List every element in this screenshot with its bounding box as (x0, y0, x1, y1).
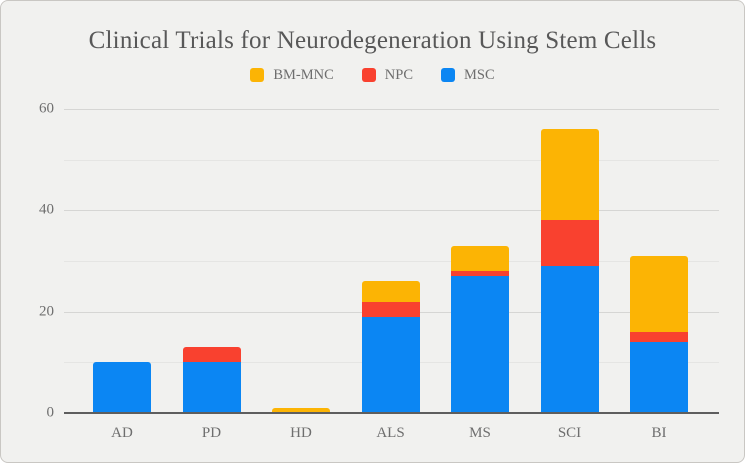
legend-label-msc: MSC (464, 66, 495, 83)
bar-segment-als-msc (361, 316, 420, 413)
bar-segment-als-npc (361, 301, 420, 317)
plot-area: 0 20 40 60 AD PD HD ALS MS SCI BI (39, 101, 719, 441)
gridline-30 (64, 261, 719, 262)
bar-segment-ms-npc (451, 271, 509, 277)
y-tick-label-40: 40 (39, 201, 54, 218)
legend-swatch-npc (361, 68, 376, 82)
x-tick-label-ad: AD (111, 425, 133, 441)
x-tick-label-hd: HD (290, 425, 312, 441)
bar-segment-pd-msc (182, 362, 241, 413)
bar-segment-bi-bm-mnc (630, 255, 688, 332)
x-tick-label-bi: BI (651, 425, 667, 441)
x-axis-line (64, 412, 719, 414)
x-tick-label-ms: MS (469, 425, 491, 441)
x-tick-label-sci: SCI (557, 425, 582, 441)
legend-item-msc: MSC (441, 67, 495, 84)
gridline-50 (64, 159, 719, 161)
legend-label-bm-mnc: BM-MNC (273, 66, 334, 83)
legend-label-npc: NPC (384, 66, 413, 83)
bar-segment-als-bm-mnc (361, 281, 420, 302)
y-tick-label-20: 20 (39, 303, 54, 320)
bar-segment-bi-npc (630, 331, 688, 343)
bar-segment-pd-npc (182, 347, 241, 363)
legend-item-bm-mnc: BM-MNC (250, 66, 334, 84)
gridline-40 (64, 210, 719, 212)
bar-segment-sci-npc (540, 220, 599, 267)
bar-segment-hd-bm-mnc (272, 407, 330, 413)
x-tick-label-als: ALS (376, 425, 405, 441)
legend-swatch-msc (441, 68, 455, 82)
chart-legend: BM-MNC NPC MSC (1, 65, 744, 85)
bar-segment-ad-msc (93, 362, 151, 413)
bar-segment-bi-msc (630, 342, 688, 413)
y-tick-label-60: 60 (39, 100, 54, 117)
bar-segment-sci-msc (540, 266, 599, 413)
bar-segment-ms-bm-mnc (451, 245, 509, 272)
bar-segment-ms-msc (451, 276, 509, 413)
legend-swatch-bm-mnc (250, 68, 265, 82)
chart-title: Clinical Trials for Neurodegeneration Us… (88, 27, 657, 54)
legend-item-npc: NPC (361, 66, 413, 84)
y-tick-label-0: 0 (46, 404, 55, 421)
x-tick-label-pd: PD (201, 425, 222, 441)
gridline-60 (64, 109, 719, 110)
bar-segment-sci-bm-mnc (540, 129, 599, 221)
